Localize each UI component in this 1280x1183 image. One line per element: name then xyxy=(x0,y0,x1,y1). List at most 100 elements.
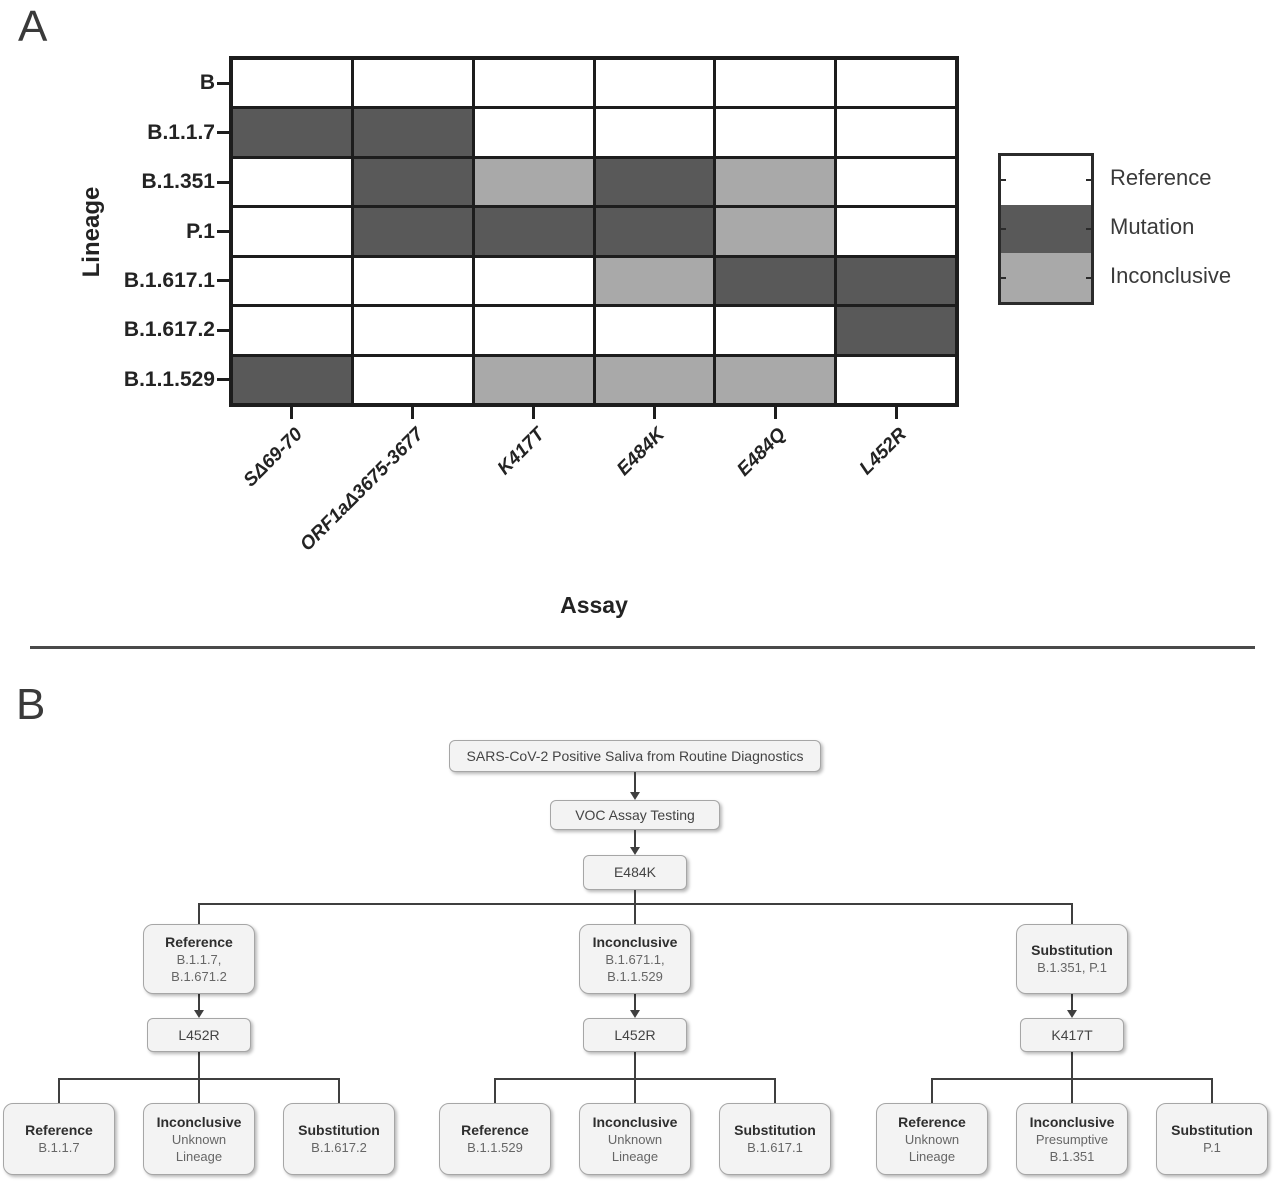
branch-2-splitter xyxy=(932,1078,1212,1080)
drop-branch-right xyxy=(1071,903,1073,924)
heatmap-cell-P.1-E484K xyxy=(595,208,714,255)
legend-swatch-Inconclusive xyxy=(1001,253,1091,303)
branch-1-leaf-0-title: Reference xyxy=(461,1122,529,1138)
heatmap-cell-B.1.1.529-E484Q xyxy=(716,356,835,403)
drop-branch-left xyxy=(198,903,200,924)
heatmap-cell-B.1.617.1-E484K xyxy=(595,257,714,305)
heatmap-cell-B.1.351-E484Q xyxy=(716,158,835,206)
branch-0-result-title: Reference xyxy=(165,933,233,950)
flowchart-voc-text: VOC Assay Testing xyxy=(575,806,695,823)
legend-mark-right-Mutation xyxy=(1086,228,1091,230)
branch-0-connector-result-gene xyxy=(198,994,200,1011)
row-label-P.1: P.1 xyxy=(186,219,215,243)
legend-mark-left-Mutation xyxy=(1001,228,1006,230)
branch-1-leaf-2-box: Substitution B.1.617.1 xyxy=(719,1103,831,1175)
arrowhead-voc-e484k xyxy=(630,847,640,855)
branch-0-arrowhead-result-gene xyxy=(194,1010,204,1018)
branch-2-leaf-0-box: Reference Unknown Lineage xyxy=(876,1103,988,1175)
branch-1-result-lines: B.1.671.1, B.1.1.529 xyxy=(605,951,665,984)
branch-0-connector-gene-split xyxy=(198,1052,200,1103)
branch-2-leaf-0-lines: Unknown Lineage xyxy=(904,1131,960,1164)
connector-e484k-split xyxy=(634,890,636,924)
flowchart-e484k-box: E484K xyxy=(583,855,687,890)
col-label-E484K: E484K xyxy=(613,424,670,480)
branch-1-gene-box: L452R xyxy=(583,1018,687,1052)
branch-1-leaf-0-lines: B.1.1.529 xyxy=(467,1140,523,1155)
heatmap-cell-B.1.1.529-SΔ69-70 xyxy=(233,356,351,403)
row-label-B.1.617.2: B.1.617.2 xyxy=(123,318,215,342)
heatmap-cell-B.1.1.529-E484K xyxy=(595,356,714,403)
heatmap-cell-B-K417T xyxy=(474,60,593,107)
row-label-B.1.1.7: B.1.1.7 xyxy=(147,120,215,144)
panel-b-label: B xyxy=(16,680,47,729)
row-label-B: B xyxy=(199,71,215,95)
branch-0-drop-left xyxy=(58,1078,60,1103)
x-tick-K417T xyxy=(532,407,536,419)
heatmap-cell-B.1.617.1-E484Q xyxy=(716,257,835,305)
x-tick-L452R xyxy=(894,407,898,419)
legend-label-Inconclusive: Inconclusive xyxy=(1110,262,1232,288)
branch-1-splitter xyxy=(495,1078,775,1080)
branch-2-result-lines: B.1.351, P.1 xyxy=(1037,960,1107,975)
flowchart-e484k-text: E484K xyxy=(613,864,657,880)
y-tick-B.1.351 xyxy=(217,180,229,184)
splitter-e484k xyxy=(199,903,1072,905)
branch-2-leaf-1-lines: Presumptive B.1.351 xyxy=(1035,1131,1109,1164)
branch-2-leaf-1-title: Inconclusive xyxy=(1029,1113,1115,1130)
branch-1-leaf-2-title: Substitution xyxy=(734,1122,816,1138)
branch-1-result-box: Inconclusive B.1.671.1, B.1.1.529 xyxy=(579,924,691,994)
branch-0-leaf-2-title: Substitution xyxy=(298,1122,380,1138)
branch-0-leaf-0-lines: B.1.1.7 xyxy=(38,1140,80,1155)
arrowhead-root-voc xyxy=(630,792,640,800)
heatmap-cell-B.1.1.7-K417T xyxy=(474,109,593,156)
heatmap-cell-B.1.617.1-L452R xyxy=(837,257,955,305)
heatmap-cell-B.1.1.7-E484Q xyxy=(716,109,835,156)
x-tick-E484Q xyxy=(773,407,777,419)
heatmap-cell-B.1.351-ORF1aΔ3675-3677 xyxy=(353,158,472,206)
legend-swatch-Reference xyxy=(1001,156,1091,205)
branch-1-leaf-1-title: Inconclusive xyxy=(592,1113,678,1130)
row-label-B.1.1.529: B.1.1.529 xyxy=(123,367,215,391)
heatmap-cell-B.1.1.7-ORF1aΔ3675-3677 xyxy=(353,109,472,156)
heatmap-cell-B.1.351-L452R xyxy=(837,158,955,206)
y-tick-B.1.1.7 xyxy=(217,131,229,135)
heatmap-cell-B.1.351-SΔ69-70 xyxy=(233,158,351,206)
legend-label-Reference: Reference xyxy=(1110,165,1212,191)
branch-2-leaf-2-box: Substitution P.1 xyxy=(1156,1103,1268,1175)
branch-0-splitter xyxy=(59,1078,339,1080)
heatmap-cell-B.1.617.2-E484Q xyxy=(716,307,835,354)
legend-mark-left-Reference xyxy=(1001,179,1006,182)
legend-mark-left-Inconclusive xyxy=(1001,276,1006,279)
flowchart-voc-box: VOC Assay Testing xyxy=(550,800,720,830)
heatmap-cell-B.1.351-E484K xyxy=(595,158,714,206)
branch-0-leaf-2-lines: B.1.617.2 xyxy=(311,1140,367,1155)
branch-2-drop-left xyxy=(931,1078,933,1103)
y-tick-B xyxy=(217,81,229,85)
heatmap-cell-B.1.617.1-ORF1aΔ3675-3677 xyxy=(353,257,472,305)
branch-2-leaf-1-box: Inconclusive Presumptive B.1.351 xyxy=(1016,1103,1128,1175)
branch-2-gene-box: K417T xyxy=(1020,1018,1124,1052)
branch-0-leaf-1-box: Inconclusive Unknown Lineage xyxy=(143,1103,255,1175)
branch-0-gene-box: L452R xyxy=(147,1018,251,1052)
heatmap-cell-B.1.617.1-SΔ69-70 xyxy=(233,257,351,305)
heatmap-cell-P.1-ORF1aΔ3675-3677 xyxy=(353,208,472,255)
branch-2-result-box: Substitution B.1.351, P.1 xyxy=(1016,924,1128,994)
legend-label-Mutation: Mutation xyxy=(1110,214,1195,239)
col-label-K417T: K417T xyxy=(493,424,549,480)
heatmap-cell-B-SΔ69-70 xyxy=(233,60,351,107)
legend-mark-right-Reference xyxy=(1086,179,1091,182)
y-tick-B.1.617.1 xyxy=(217,279,229,283)
branch-2-leaf-2-lines: P.1 xyxy=(1203,1140,1221,1155)
branch-0-result-box: Reference B.1.1.7, B.1.671.2 xyxy=(143,924,255,994)
branch-1-leaf-2-lines: B.1.617.1 xyxy=(747,1140,803,1155)
row-label-B.1.617.1: B.1.617.1 xyxy=(123,268,215,292)
branch-2-result-title: Substitution xyxy=(1031,942,1113,958)
branch-1-result-title: Inconclusive xyxy=(592,933,678,950)
branch-2-arrowhead-result-gene xyxy=(1067,1010,1077,1018)
branch-0-leaf-1-title: Inconclusive xyxy=(156,1113,242,1130)
heatmap-cell-B.1.617.2-SΔ69-70 xyxy=(233,307,351,354)
branch-1-leaf-0-box: Reference B.1.1.529 xyxy=(439,1103,551,1175)
branch-2-connector-gene-split xyxy=(1071,1052,1073,1103)
heatmap-cell-B-ORF1aΔ3675-3677 xyxy=(353,60,472,107)
